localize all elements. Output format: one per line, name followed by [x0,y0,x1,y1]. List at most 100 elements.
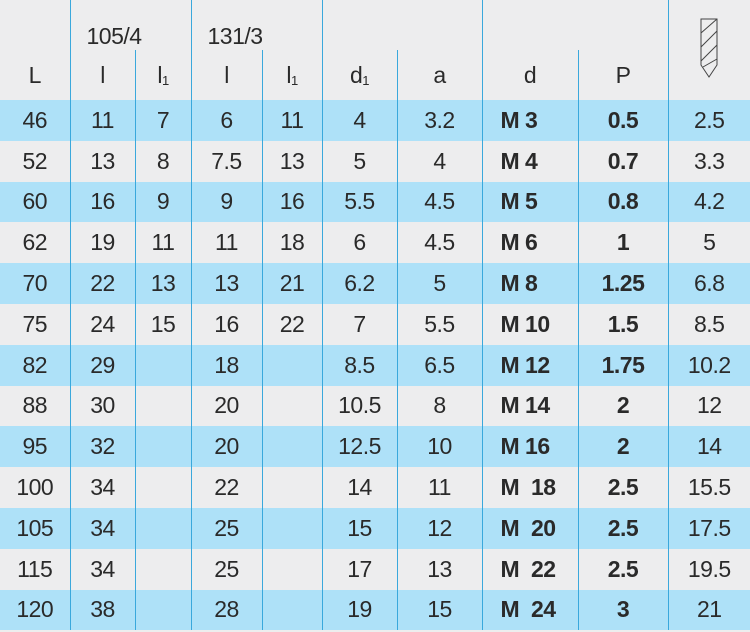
table-cell: M 18 [481,467,578,508]
table-cell: 115 [0,548,70,590]
table-cell [134,385,191,427]
table-cell: M 6 [481,222,578,264]
table-cell [261,507,322,549]
table-cell: 5.5 [396,303,482,345]
table-cell: 88 [0,385,70,427]
header-L: L [0,50,70,100]
table-cell: 2.5 [667,100,750,141]
table-cell: 13 [396,548,482,590]
table-cell: 11 [69,100,135,141]
table-cell: 3.3 [667,140,750,182]
header-d: d [481,50,578,100]
table-cell: 21 [261,263,322,304]
table-cell: 16 [69,181,135,223]
table-cell: 4.5 [396,181,482,223]
table-row: 75 24 15 16 22 7 5.5 M 10 1.5 8.5 [0,303,750,345]
table-cell: 18 [190,344,262,386]
table-cell: 1.25 [577,263,668,304]
table-cell: 5 [321,140,397,182]
table-cell: 7 [321,303,397,345]
header-P: P [577,50,668,100]
table-cell: 17 [321,548,397,590]
table-cell: 19 [69,222,135,264]
table-cell: 7 [134,100,191,141]
header-a: a [396,50,482,100]
table-cell: 120 [0,589,70,631]
table-cell: 12.5 [321,426,397,468]
table-row: 88 30 20 10.5 8 M 14 2 12 [0,385,750,427]
table-cell [134,467,191,508]
table-cell [134,548,191,590]
table-cell: 82 [0,344,70,386]
table-cell: 4.2 [667,181,750,223]
table-cell [134,507,191,549]
table-cell: 5 [396,263,482,304]
table-cell: 13 [190,263,262,304]
table-cell: 24 [69,303,135,345]
table-row: 82 29 18 8.5 6.5 M 12 1.75 10.2 [0,344,750,386]
table-cell: 2.5 [577,467,668,508]
table-cell: 13 [69,140,135,182]
table-cell: 105 [0,507,70,549]
table-cell: 6 [190,100,262,141]
table-cell: 2.5 [577,548,668,590]
table-cell: 12 [667,385,750,427]
table-cell: 4.5 [396,222,482,264]
table-cell: 13 [134,263,191,304]
table-cell [261,344,322,386]
table-cell: 5.5 [321,181,397,223]
table-cell: M 22 [481,548,578,590]
table-row: 115 34 25 17 13 M 22 2.5 19.5 [0,548,750,590]
table-cell: 5 [667,222,750,264]
table-cell [261,467,322,508]
table-cell: 0.7 [577,140,668,182]
table-cell: 95 [0,426,70,468]
table-cell: 7.5 [190,140,262,182]
table-cell: 20 [190,385,262,427]
table-cell: M 8 [481,263,578,304]
table-cell: 20 [190,426,262,468]
table-cell [134,426,191,468]
table-cell: M 20 [481,507,578,549]
table-cell: 75 [0,303,70,345]
table-cell: M 5 [481,181,578,223]
table-cell [261,385,322,427]
table-cell: 22 [261,303,322,345]
table-cell: 15 [396,589,482,631]
table-cell: 11 [396,467,482,508]
table-cell: M 3 [481,100,578,141]
table-cell: 12 [396,507,482,549]
table-cell: 6.2 [321,263,397,304]
table-cell: 14 [321,467,397,508]
table-cell: 1 [577,222,668,264]
table-cell: 34 [69,548,135,590]
table-cell: 21 [667,589,750,631]
table-cell: 10.2 [667,344,750,386]
table-cell: M 24 [481,589,578,631]
table-cell: 1.75 [577,344,668,386]
table-cell: 10.5 [321,385,397,427]
table-cell: 8 [134,140,191,182]
table-cell: 34 [69,507,135,549]
table-cell: 2 [577,385,668,427]
table-cell: 46 [0,100,70,141]
table-cell: 30 [69,385,135,427]
table-cell: 11 [134,222,191,264]
table-cell: 1.5 [577,303,668,345]
header-l: l [69,50,135,100]
table-row: 60 16 9 9 16 5.5 4.5 M 5 0.8 4.2 [0,181,750,223]
table-cell: M 4 [481,140,578,182]
table-cell: M 10 [481,303,578,345]
header-group-131-3: 131/3 [190,0,322,50]
table-cell: M 12 [481,344,578,386]
table-row: 46 11 7 6 11 4 3.2 M 3 0.5 2.5 [0,100,750,141]
table-cell: 6.5 [396,344,482,386]
table-cell: 15 [321,507,397,549]
table-row: 70 22 13 13 21 6.2 5 M 8 1.25 6.8 [0,263,750,304]
table-cell: 6 [321,222,397,264]
table-cell [134,344,191,386]
table-cell: 3.2 [396,100,482,141]
table-cell: 4 [396,140,482,182]
table-cell [261,426,322,468]
